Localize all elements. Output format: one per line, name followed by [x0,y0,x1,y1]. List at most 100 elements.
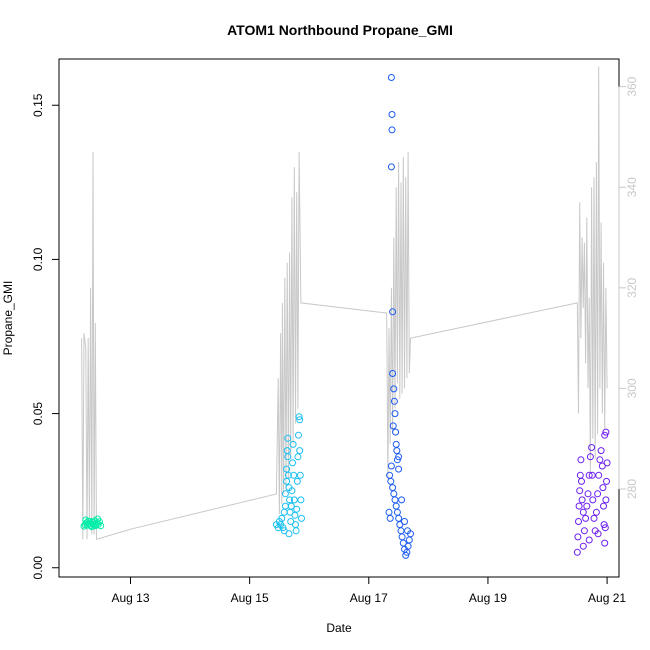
data-point [390,397,398,405]
y-tick-label: 0.05 [31,402,45,426]
data-point [389,484,397,492]
x-axis-label: Date [326,621,352,635]
data-point [586,453,594,461]
data-point [597,447,605,455]
data-point [294,453,302,461]
data-point [279,524,287,532]
data-point [293,505,301,513]
data-point [280,508,288,516]
data-point [601,524,609,532]
data-point [390,490,398,498]
x-tick-label: Aug 19 [469,591,507,605]
data-point [599,484,607,492]
data-point [293,477,301,485]
data-point [297,496,305,504]
data-point [387,163,395,171]
data-point [90,521,98,529]
data-point [395,465,403,473]
y2-tick-label: 360 [625,76,639,96]
data-point [390,385,398,393]
data-point [398,533,406,541]
y2-axis: 280 300 320 340 360 [618,76,639,499]
data-point [278,514,286,522]
data-point [392,428,400,436]
data-point [575,518,582,525]
data-point [601,539,609,547]
data-point [387,462,395,470]
data-point [389,308,397,316]
y2-tick-label: 300 [625,378,639,398]
data-point [579,508,587,516]
y-axis-label: Propane_GMI [1,281,15,356]
data-point [285,530,293,538]
data-point [88,523,96,531]
data-point [290,471,298,479]
y-tick-label: 0.10 [31,247,45,271]
data-point [295,413,303,421]
data-point [289,440,297,448]
data-point [576,471,584,479]
data-point [387,74,395,81]
data-point [286,496,294,504]
x-axis: Aug 13 Aug 15 Aug 17 Aug 19 Aug 21 [111,576,626,605]
data-point [598,462,606,470]
data-point [292,521,299,529]
data-point [588,444,596,451]
data-point [391,496,399,504]
x-tick-label: Aug 15 [231,591,269,605]
data-point [405,536,413,544]
series-line-right [81,66,608,540]
data-point [281,502,289,510]
data-point [573,548,581,556]
data-point [393,447,401,455]
data-point [594,490,602,498]
data-point [284,453,292,461]
data-point [387,477,395,485]
plot-frame [58,58,620,578]
data-point [397,527,405,535]
y2-tick-label: 280 [625,479,639,499]
data-point [296,416,304,424]
data-point [576,487,584,495]
data-point [288,487,296,495]
data-point [592,508,600,516]
data-point [402,551,410,559]
data-point [401,518,408,525]
data-point [389,422,397,430]
data-point [386,514,394,522]
data-point [388,111,396,118]
data-point [94,515,102,523]
data-point [580,527,588,535]
data-point [601,431,609,439]
data-point [287,502,295,510]
data-point [385,508,393,516]
data-point [393,508,401,516]
data-point [578,496,586,504]
x-tick-label: Aug 21 [588,591,626,605]
data-point [575,502,583,510]
data-point [574,533,582,541]
x-tick-label: Aug 17 [350,591,388,605]
data-point [389,370,397,377]
y2-tick-label: 320 [625,277,639,297]
data-point [395,453,403,461]
data-point [577,456,585,464]
data-point [283,465,291,473]
data-point [295,431,302,439]
y-axis: 0.00 0.05 0.10 0.15 [31,93,60,579]
chart-title: ATOM1 Northbound Propane_GMI [227,22,453,38]
data-point [602,496,610,504]
data-point [283,477,291,485]
data-point [290,496,298,504]
data-point [585,471,593,479]
data-point [590,514,598,522]
data-point [602,428,610,436]
data-point [392,440,400,448]
right-axis-series [81,66,608,540]
data-point [589,496,597,504]
data-point [283,447,291,455]
y-tick-label: 0.15 [31,93,45,117]
data-point [388,126,396,134]
data-point [579,542,587,550]
data-point [298,514,305,522]
